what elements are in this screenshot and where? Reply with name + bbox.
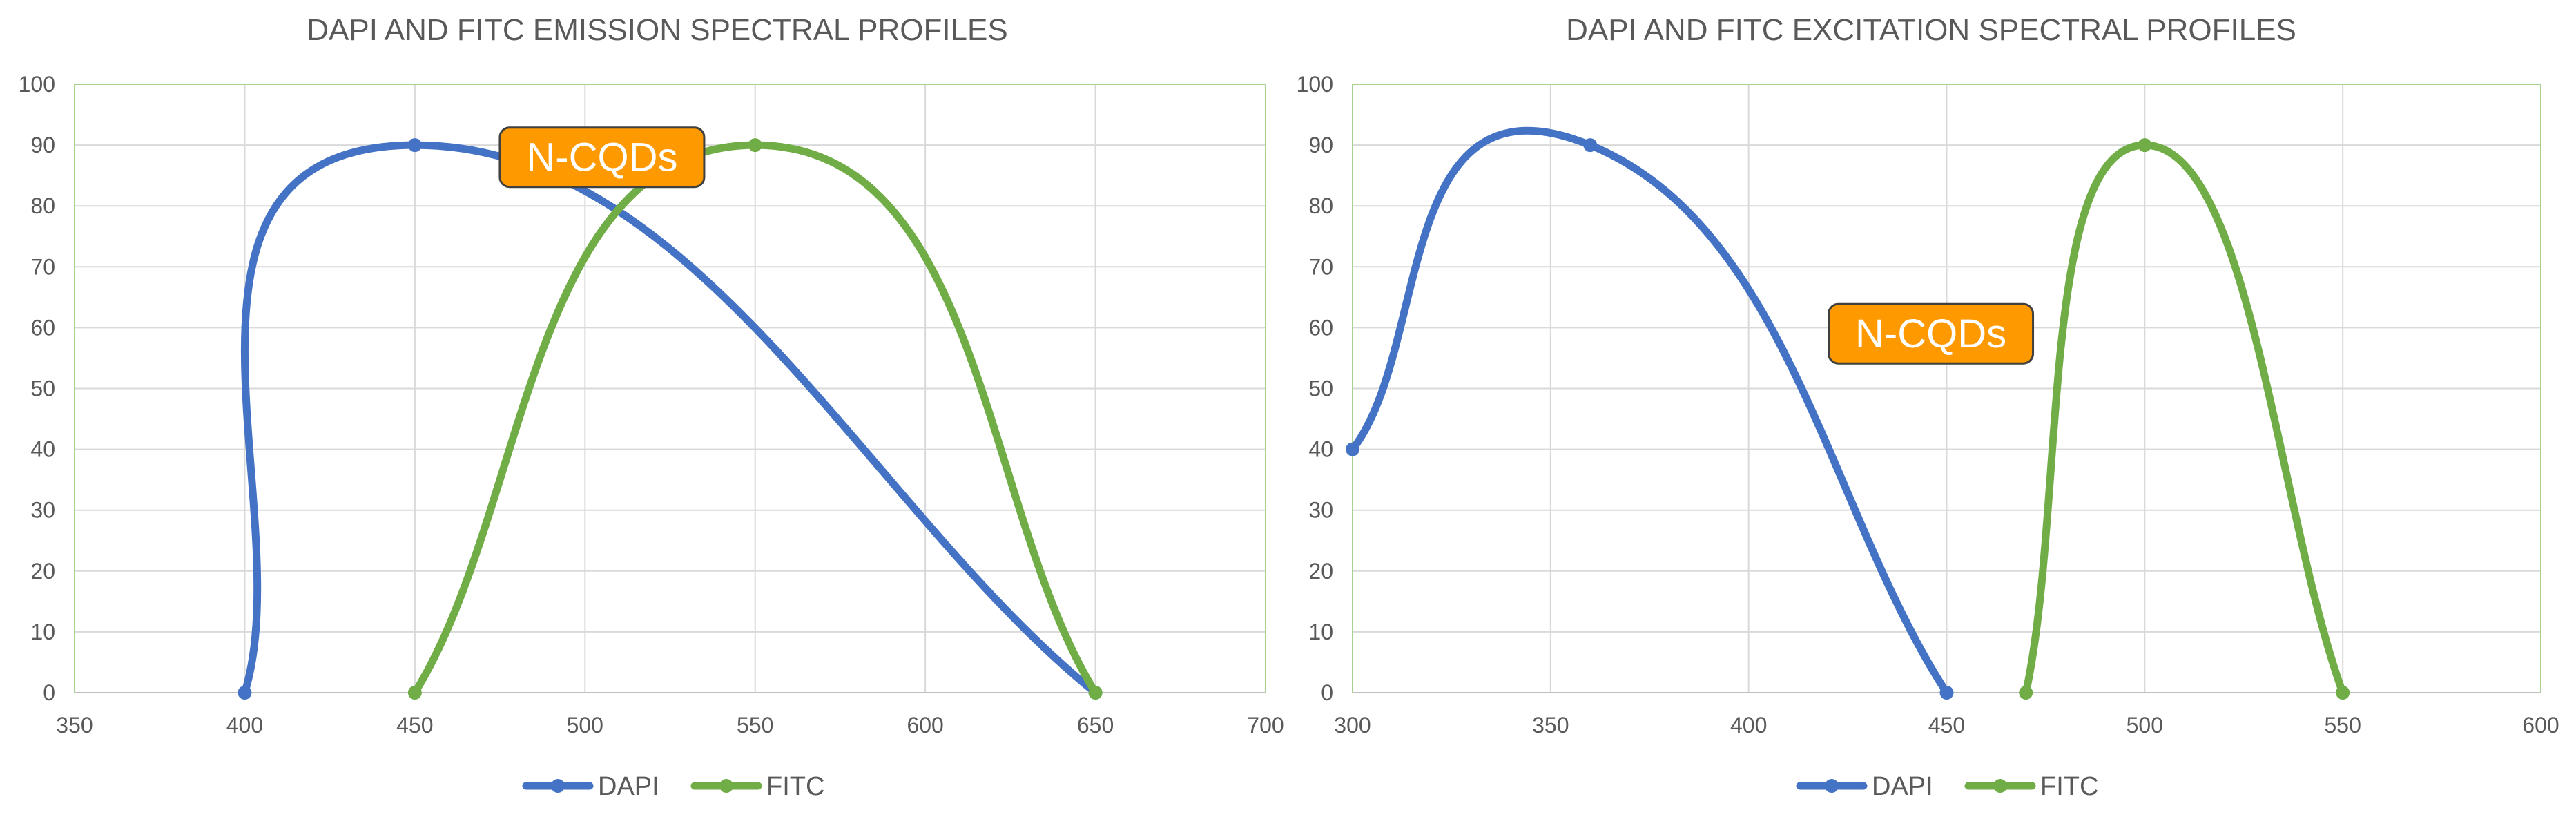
legend-label: FITC [766, 772, 824, 801]
chart-title: DAPI AND FITC EXCITATION SPECTRAL PROFIL… [1566, 13, 2296, 47]
y-tick-label: 90 [1308, 133, 1333, 157]
legend-swatch-marker [1993, 779, 2007, 793]
x-tick-label: 600 [2522, 713, 2559, 738]
legend-swatch-marker [551, 779, 565, 793]
legend-label: FITC [2040, 772, 2098, 801]
annotation-label: N-CQDs [526, 135, 677, 180]
x-tick-label: 650 [1077, 713, 1114, 738]
legend-swatch-marker [1825, 779, 1839, 793]
data-point-dapi [407, 138, 422, 153]
chart-title: DAPI AND FITC EMISSION SPECTRAL PROFILES [307, 13, 1007, 47]
legend-label: DAPI [598, 772, 659, 801]
y-tick-label: 70 [1308, 254, 1333, 279]
data-point-fitc [407, 686, 422, 700]
y-tick-label: 100 [19, 72, 55, 97]
y-tick-label: 60 [1308, 315, 1333, 340]
y-tick-label: 90 [30, 133, 55, 157]
data-point-fitc [2138, 138, 2152, 153]
legend-item-fitc: FITC [1964, 772, 2098, 801]
y-tick-label: 100 [1297, 72, 1333, 97]
series-line-dapi [1348, 126, 1950, 697]
x-tick-label: 550 [2324, 713, 2361, 738]
x-tick-label: 300 [1334, 713, 1371, 738]
y-tick-label: 80 [30, 193, 55, 218]
y-tick-label: 60 [30, 315, 55, 340]
x-tick-label: 500 [2127, 713, 2163, 738]
x-tick-label: 400 [226, 713, 263, 738]
annotation-badge [498, 126, 706, 189]
y-tick-label: 0 [43, 680, 55, 705]
x-tick-label: 600 [907, 713, 943, 738]
x-tick-label: 350 [56, 713, 93, 738]
x-tick-label: 450 [1928, 713, 1965, 738]
y-tick-label: 0 [1321, 680, 1333, 705]
y-tick-label: 10 [30, 619, 55, 644]
annotation-label: N-CQDs [1855, 311, 2006, 356]
data-point-fitc [1088, 686, 1103, 700]
x-tick-label: 350 [1532, 713, 1569, 738]
data-point-fitc [748, 138, 762, 153]
chart-2: DAPI AND FITC EXCITATION SPECTRAL PROFIL… [1297, 13, 2559, 801]
y-tick-label: 80 [1308, 193, 1333, 218]
x-tick-label: 400 [1730, 713, 1767, 738]
chart-1: DAPI AND FITC EMISSION SPECTRAL PROFILES… [19, 13, 1284, 801]
y-tick-label: 10 [1308, 619, 1333, 644]
x-tick-label: 550 [737, 713, 773, 738]
data-point-fitc [2336, 686, 2350, 700]
data-point-dapi [1583, 138, 1598, 153]
legend-swatch-marker [719, 779, 733, 793]
y-tick-label: 20 [1308, 559, 1333, 584]
data-point-dapi [238, 686, 252, 700]
y-tick-label: 30 [30, 498, 55, 523]
series-line-fitc [2022, 141, 2347, 697]
data-point-fitc [2019, 686, 2033, 700]
data-point-dapi [1939, 686, 1954, 700]
y-tick-label: 40 [30, 437, 55, 462]
y-tick-label: 40 [1308, 437, 1333, 462]
legend-label: DAPI [1872, 772, 1933, 801]
y-tick-label: 70 [30, 254, 55, 279]
y-tick-label: 50 [30, 376, 55, 401]
x-tick-label: 450 [396, 713, 433, 738]
series-line-dapi [240, 141, 1100, 697]
y-tick-label: 50 [1308, 376, 1333, 401]
annotation-badge [1828, 302, 2035, 365]
x-tick-label: 500 [567, 713, 603, 738]
legend-item-fitc: FITC [690, 772, 824, 801]
y-tick-label: 20 [30, 559, 55, 584]
y-tick-label: 30 [1308, 498, 1333, 523]
x-tick-label: 700 [1247, 713, 1284, 738]
data-point-dapi [1346, 442, 1359, 456]
legend-item-dapi: DAPI [1796, 772, 1933, 801]
legend-item-dapi: DAPI [522, 772, 659, 801]
